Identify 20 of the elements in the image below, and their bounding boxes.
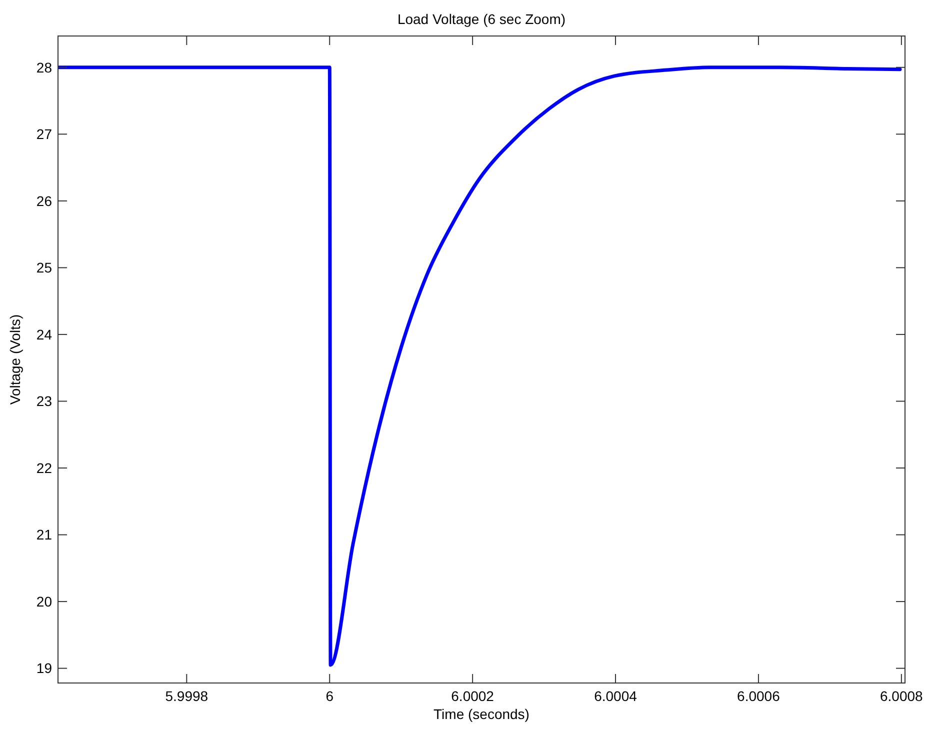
y-tick-label: 19 [36,660,52,676]
line-series [58,66,902,667]
y-tick-label: 23 [36,393,52,410]
chart-title: Load Voltage (6 sec Zoom) [397,11,566,27]
x-tick-label: 5.9998 [165,688,208,704]
x-tick-label: 6 [326,688,334,704]
y-tick-label: 27 [36,126,52,142]
y-tick-label: 21 [36,526,52,543]
x-axis-title: Time (seconds) [434,706,530,722]
x-tick-label: 6.0004 [594,688,638,704]
y-tick-label: 22 [36,460,52,476]
y-tick-label: 26 [36,192,52,209]
y-tick-label: 28 [36,59,52,76]
y-tick-label: 20 [36,593,52,610]
y-tick-label: 24 [36,326,52,342]
y-axis-title: Voltage (Volts) [7,314,23,405]
x-tick-label: 6.0008 [880,688,924,704]
x-tick-label: 6.0002 [451,688,494,704]
y-tick-label: 25 [36,260,52,276]
x-tick-label: 6.0006 [737,688,780,704]
